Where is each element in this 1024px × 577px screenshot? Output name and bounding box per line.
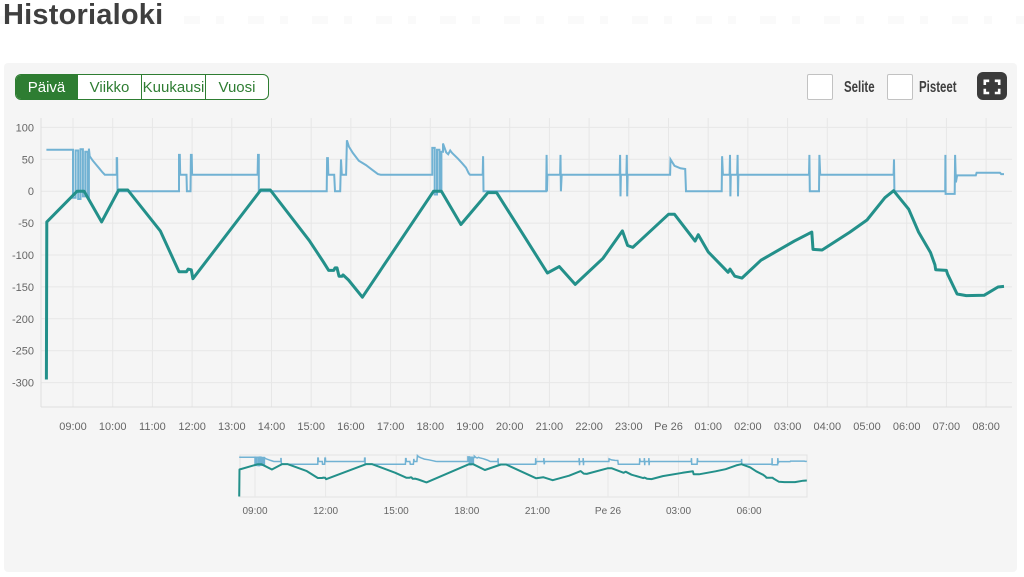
svg-text:15:00: 15:00 [297, 421, 325, 433]
svg-text:Pe 26: Pe 26 [595, 506, 622, 517]
svg-text:21:00: 21:00 [536, 421, 564, 433]
svg-text:-300: -300 [12, 378, 34, 390]
svg-text:15:00: 15:00 [384, 506, 409, 517]
svg-text:16:00: 16:00 [337, 421, 365, 433]
svg-text:-150: -150 [12, 282, 34, 294]
svg-text:21:00: 21:00 [525, 506, 550, 517]
svg-text:03:00: 03:00 [774, 421, 802, 433]
svg-text:17:00: 17:00 [377, 421, 405, 433]
svg-text:04:00: 04:00 [814, 421, 842, 433]
svg-text:18:00: 18:00 [417, 421, 445, 433]
svg-text:11:00: 11:00 [139, 421, 166, 433]
svg-text:23:00: 23:00 [615, 421, 643, 433]
svg-text:06:00: 06:00 [737, 506, 762, 517]
svg-text:12:00: 12:00 [178, 421, 206, 433]
svg-text:09:00: 09:00 [59, 421, 87, 433]
svg-text:10:00: 10:00 [99, 421, 127, 433]
svg-text:-100: -100 [12, 250, 34, 262]
svg-text:14:00: 14:00 [258, 421, 286, 433]
svg-text:22:00: 22:00 [575, 421, 603, 433]
svg-text:02:00: 02:00 [734, 421, 762, 433]
svg-text:12:00: 12:00 [313, 506, 338, 517]
svg-text:-250: -250 [12, 346, 34, 358]
svg-text:06:00: 06:00 [893, 421, 921, 433]
svg-text:05:00: 05:00 [853, 421, 881, 433]
svg-text:07:00: 07:00 [933, 421, 961, 433]
svg-text:18:00: 18:00 [454, 506, 479, 517]
svg-text:01:00: 01:00 [694, 421, 722, 433]
svg-text:50: 50 [22, 154, 34, 166]
svg-text:-50: -50 [18, 218, 34, 230]
svg-text:19:00: 19:00 [456, 421, 484, 433]
svg-text:09:00: 09:00 [242, 506, 267, 517]
svg-text:13:00: 13:00 [218, 421, 246, 433]
svg-text:-200: -200 [12, 314, 34, 326]
svg-text:20:00: 20:00 [496, 421, 524, 433]
svg-text:100: 100 [16, 122, 34, 134]
svg-text:Pe 26: Pe 26 [654, 421, 683, 433]
svg-text:03:00: 03:00 [666, 506, 691, 517]
svg-text:08:00: 08:00 [972, 421, 1000, 433]
svg-text:0: 0 [28, 186, 34, 198]
